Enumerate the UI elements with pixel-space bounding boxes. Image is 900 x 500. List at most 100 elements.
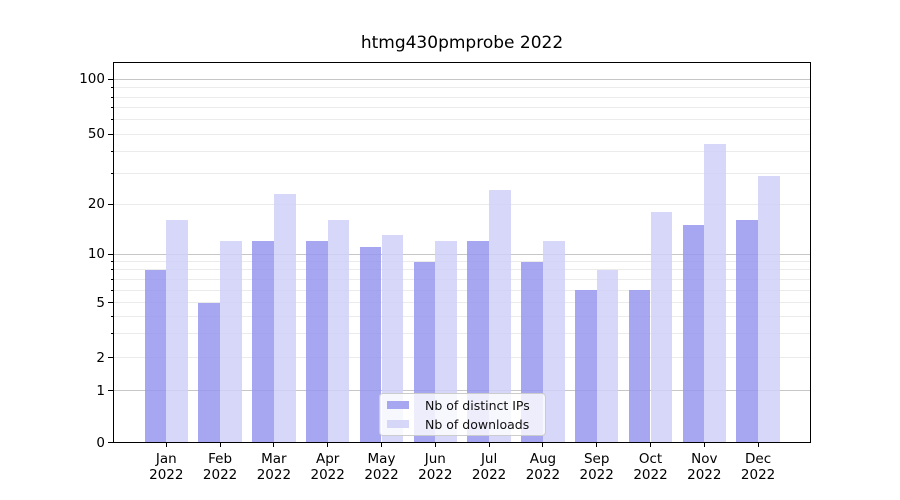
x-tick-apr: [327, 443, 329, 447]
y-tick-minor: [110, 261, 113, 263]
y-tick-minor: [110, 289, 113, 291]
bar-ips-may: [359, 247, 382, 443]
y-tick-label: 2: [96, 349, 105, 366]
x-tick-may: [381, 443, 382, 447]
y-tick-minor: [110, 107, 113, 109]
gridline-major: [113, 253, 811, 255]
bar-downloads-feb: [220, 241, 242, 443]
x-tick-label-sep: Sep 2022: [579, 451, 614, 483]
bar-downloads-jul: [489, 190, 511, 443]
y-tick-label: 1: [96, 382, 105, 399]
bar-downloads-sep: [596, 269, 619, 443]
gridline-minor: [113, 315, 811, 317]
gridline-minor: [113, 119, 811, 121]
legend-item-distinct-ips: Nb of distinct IPs: [387, 397, 545, 413]
gridline-minor: [113, 107, 811, 109]
bar-ips-apr: [305, 241, 328, 443]
y-tick-minor: [110, 269, 113, 271]
y-tick: [108, 302, 113, 304]
y-tick: [108, 253, 113, 255]
y-tick-label: 5: [96, 294, 105, 311]
gridline-major: [113, 78, 811, 80]
bar-downloads-oct: [650, 211, 673, 443]
gridline-minor: [113, 357, 811, 358]
legend: Nb of distinct IPs Nb of downloads: [379, 393, 546, 436]
gridline-minor: [113, 332, 811, 334]
gridline-minor: [113, 133, 811, 135]
gridline-minor: [113, 269, 811, 271]
x-tick-label-feb: Feb 2022: [202, 451, 238, 483]
gridline-minor: [113, 87, 811, 89]
x-tick-jul: [488, 443, 490, 447]
y-tick-minor: [110, 87, 113, 89]
x-tick-mar: [273, 443, 275, 447]
x-tick-label-mar: Mar 2022: [256, 451, 292, 483]
gridline-minor: [113, 302, 811, 304]
bar-ips-oct: [628, 290, 651, 443]
bar-ips-mar: [252, 241, 274, 443]
x-tick-aug: [542, 443, 544, 447]
y-tick-minor: [110, 172, 113, 174]
gridline-minor: [113, 278, 811, 280]
y-tick-label: 10: [87, 246, 105, 263]
chart-title: htmg430pmprobe 2022: [360, 33, 564, 53]
x-tick-label-oct: Oct 2022: [633, 451, 668, 483]
bar-downloads-jan: [166, 220, 189, 443]
y-tick-label: 100: [79, 71, 105, 88]
x-tick-jan: [165, 443, 167, 447]
x-tick-label-jul: Jul 2022: [471, 451, 507, 483]
gridline-minor: [113, 172, 811, 174]
x-tick-oct: [650, 443, 651, 447]
gridline-minor: [113, 203, 811, 205]
x-tick-jun: [434, 443, 436, 447]
bar-downloads-may: [381, 235, 404, 443]
y-tick: [108, 133, 113, 135]
y-tick-minor: [110, 278, 113, 280]
x-tick-label-nov: Nov 2022: [687, 451, 722, 483]
x-tick-label-dec: Dec 2022: [740, 451, 776, 483]
x-tick-sep: [596, 443, 598, 447]
legend-swatch-downloads: [387, 420, 409, 428]
bar-downloads-apr: [327, 220, 350, 443]
legend-swatch-distinct-ips: [387, 401, 409, 409]
bar-downloads-dec: [758, 175, 780, 443]
bar-ips-feb: [198, 302, 221, 443]
y-tick-minor: [110, 315, 113, 317]
bar-downloads-nov: [704, 144, 727, 443]
bar-downloads-mar: [273, 193, 296, 443]
y-tick-label: 0: [96, 434, 105, 451]
x-tick-label-jan: Jan 2022: [149, 451, 184, 483]
bar-ips-jan: [144, 269, 167, 443]
y-tick: [108, 442, 113, 444]
y-tick-minor: [110, 150, 113, 152]
y-tick-label: 50: [87, 126, 105, 143]
y-tick: [108, 78, 113, 80]
bar-ips-nov: [682, 225, 705, 443]
legend-label-distinct-ips: Nb of distinct IPs: [425, 397, 530, 413]
legend-item-downloads: Nb of downloads: [387, 416, 545, 432]
gridline-minor: [113, 261, 811, 263]
y-tick-minor: [110, 96, 113, 98]
y-tick: [108, 390, 113, 392]
bar-downloads-jun: [435, 241, 458, 443]
x-tick-label-aug: Aug 2022: [525, 451, 561, 483]
bar-ips-sep: [574, 290, 597, 443]
x-tick-dec: [757, 443, 759, 447]
bar-ips-dec: [736, 220, 759, 443]
x-tick-label-jun: Jun 2022: [418, 451, 453, 483]
y-tick: [108, 203, 113, 205]
y-tick-minor: [110, 332, 113, 334]
gridline-minor: [113, 96, 811, 98]
x-tick-nov: [703, 443, 705, 447]
y-tick-label: 20: [87, 196, 105, 213]
legend-label-downloads: Nb of downloads: [425, 416, 530, 432]
gridline-minor: [113, 150, 811, 152]
gridline-major: [113, 390, 811, 392]
bar-ips-jul: [467, 241, 490, 443]
x-tick-label-may: May 2022: [364, 451, 399, 483]
x-tick-feb: [219, 443, 221, 447]
gridline-minor: [113, 289, 811, 291]
y-tick: [108, 357, 113, 358]
bar-downloads-aug: [542, 241, 565, 443]
